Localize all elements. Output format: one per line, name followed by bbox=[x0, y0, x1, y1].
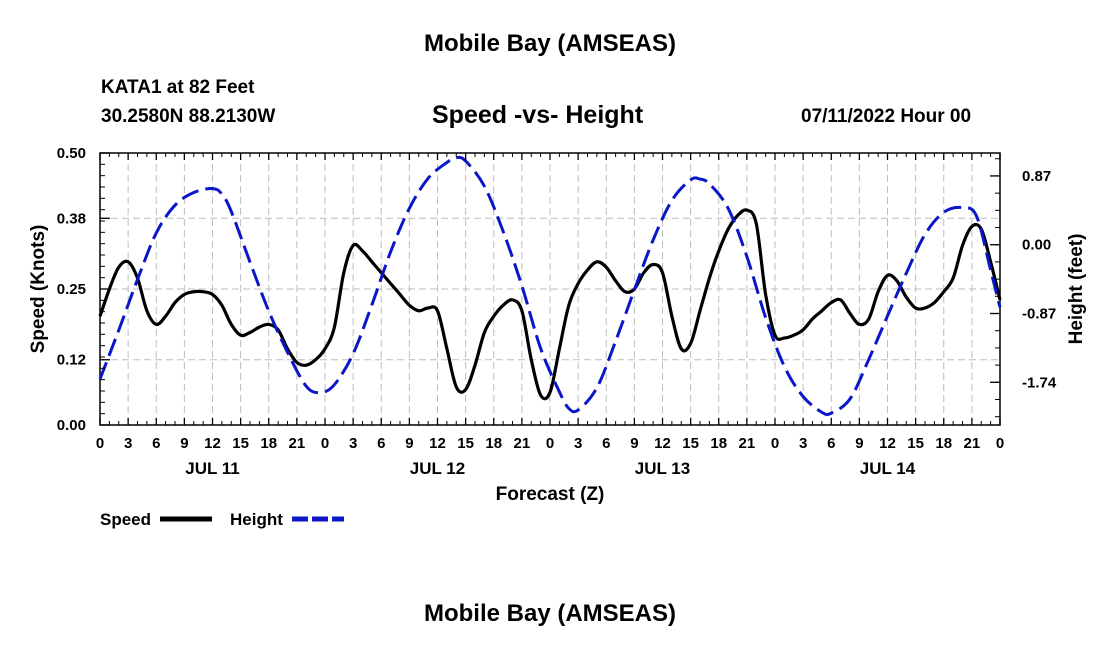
x-tick-label: 0 bbox=[771, 435, 779, 452]
x-tick-label: 9 bbox=[180, 435, 188, 452]
x-tick-label: 3 bbox=[574, 435, 582, 452]
station-coordinates: 30.2580N 88.2130W bbox=[101, 106, 276, 127]
x-tick-label: 6 bbox=[377, 435, 385, 452]
x-tick-label: 6 bbox=[602, 435, 610, 452]
x-tick-label: 6 bbox=[827, 435, 835, 452]
x-tick-label: 12 bbox=[654, 435, 671, 452]
x-tick-label: 0 bbox=[996, 435, 1004, 452]
y-tick-label: 0.00 bbox=[57, 417, 86, 434]
y-tick-label: 0.12 bbox=[57, 352, 86, 369]
x-tick-label: 0 bbox=[96, 435, 104, 452]
series-line-height bbox=[98, 155, 1002, 417]
x-tick-label: 12 bbox=[204, 435, 221, 452]
x-tick-label: 21 bbox=[739, 435, 756, 452]
x-tick-label: 15 bbox=[682, 435, 699, 452]
x-tick-label: 21 bbox=[514, 435, 531, 452]
y2-tick-label: 0.87 bbox=[1022, 168, 1051, 185]
x-day-label: JUL 13 bbox=[635, 459, 690, 478]
x-tick-label: 12 bbox=[429, 435, 446, 452]
y-tick-label: 0.50 bbox=[57, 145, 86, 162]
x-tick-label: 0 bbox=[546, 435, 554, 452]
forecast-run-time: 07/11/2022 Hour 00 bbox=[801, 106, 972, 127]
y-axis-title: Speed (Knots) bbox=[28, 225, 49, 354]
legend-label-height: Height bbox=[230, 510, 283, 529]
series-line-speed bbox=[98, 208, 1002, 401]
y2-tick-label: 0.00 bbox=[1022, 237, 1051, 254]
x-tick-label: 0 bbox=[321, 435, 329, 452]
x-tick-label: 18 bbox=[260, 435, 277, 452]
y-tick-label: 0.38 bbox=[57, 210, 86, 227]
x-tick-label: 9 bbox=[630, 435, 638, 452]
y-tick-label: 0.25 bbox=[57, 281, 86, 298]
x-tick-label: 21 bbox=[964, 435, 981, 452]
x-day-label: JUL 12 bbox=[410, 459, 465, 478]
x-tick-label: 12 bbox=[879, 435, 896, 452]
x-tick-label: 18 bbox=[710, 435, 727, 452]
y2-tick-label: -0.87 bbox=[1022, 306, 1056, 323]
x-tick-label: 9 bbox=[855, 435, 863, 452]
x-tick-label: 18 bbox=[485, 435, 502, 452]
repeated-chart-title: Mobile Bay (AMSEAS) bbox=[423, 600, 677, 627]
chart-legend: Speed Height bbox=[100, 510, 344, 529]
x-tick-label: 9 bbox=[405, 435, 413, 452]
chart-main-title: Mobile Bay (AMSEAS) bbox=[423, 30, 677, 57]
station-label: KATA1 at 82 Feet bbox=[101, 77, 255, 98]
x-tick-label: 15 bbox=[457, 435, 474, 452]
legend-label-speed: Speed bbox=[100, 510, 151, 529]
x-tick-label: 15 bbox=[907, 435, 924, 452]
x-axis-title: Forecast (Z) bbox=[496, 484, 605, 505]
y2-axis-title: Height (feet) bbox=[1066, 234, 1087, 345]
x-tick-label: 3 bbox=[799, 435, 807, 452]
x-tick-label: 3 bbox=[349, 435, 357, 452]
x-tick-label: 6 bbox=[152, 435, 160, 452]
y2-tick-label: -1.74 bbox=[1022, 374, 1057, 391]
chart-series bbox=[98, 155, 1002, 417]
x-tick-label: 18 bbox=[935, 435, 952, 452]
x-tick-label: 21 bbox=[289, 435, 306, 452]
chart-subtitle: Speed -vs- Height bbox=[432, 101, 644, 129]
x-tick-label: 15 bbox=[232, 435, 249, 452]
x-tick-label: 3 bbox=[124, 435, 132, 452]
x-day-label: JUL 14 bbox=[860, 459, 916, 478]
chart-grid bbox=[100, 153, 1000, 425]
chart-axes: 0 3 6 9 12 15 18 21 0 3 6 9 12 15 18 21 0 3 6 9 12 15 18 21 0 3 6 9… bbox=[28, 145, 1087, 505]
x-day-label: JUL 11 bbox=[185, 459, 240, 478]
